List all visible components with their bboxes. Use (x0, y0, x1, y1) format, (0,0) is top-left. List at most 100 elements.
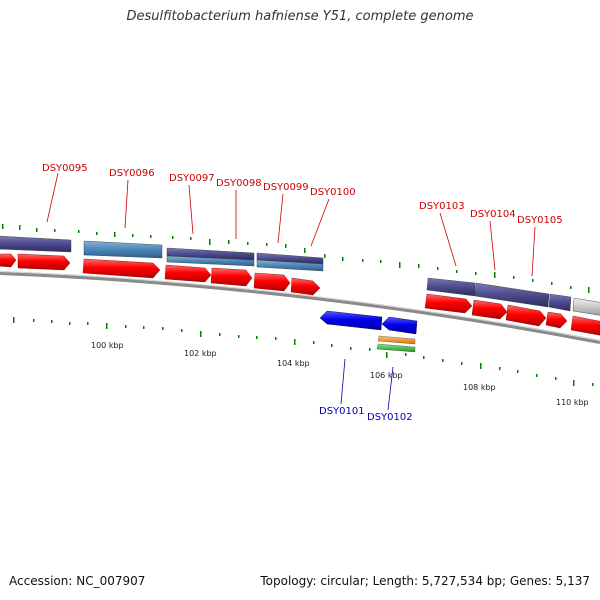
gc-tick (573, 380, 575, 386)
genome-backbone (0, 271, 600, 344)
rna-feature-orange (377, 335, 416, 345)
topology-text: Topology: circular; Length: 5,727,534 bp… (260, 574, 590, 588)
gc-tick (313, 341, 315, 344)
kbp-label: 108 kbp (463, 383, 496, 392)
kbp-label: 106 kbp (370, 371, 403, 380)
gc-tick (399, 262, 401, 268)
gc-tick (386, 352, 388, 358)
gc-tick (324, 254, 326, 258)
gc-tick (247, 242, 249, 245)
gc-tick (275, 337, 277, 340)
gc-tick (350, 347, 352, 350)
forward-gene-arrow (210, 267, 253, 287)
kbp-label: 104 kbp (277, 359, 310, 368)
gc-tick (499, 367, 501, 370)
forward-gene-track (0, 253, 600, 336)
forward-gene-arrow (82, 258, 161, 279)
map-title: Desulfitobacterium hafniense Y51, comple… (126, 9, 474, 24)
gene-label[interactable]: DSY0103 (419, 201, 465, 212)
gc-tick (150, 235, 152, 238)
label-leader (188, 184, 194, 235)
cog-bar (166, 255, 255, 267)
gene-label[interactable]: DSY0100 (310, 187, 356, 198)
kbp-label: 100 kbp (91, 341, 124, 350)
gc-tick (172, 236, 174, 239)
gene-label[interactable]: DSY0096 (109, 168, 155, 179)
gc-tick (51, 320, 53, 323)
label-leader (439, 212, 457, 267)
gene-label[interactable]: DSY0101 (319, 406, 365, 417)
gc-tick (190, 237, 192, 240)
gene-label[interactable]: DSY0097 (169, 173, 215, 184)
gc-tick (304, 248, 306, 253)
cog-bar (256, 259, 324, 272)
rna-track (376, 335, 416, 353)
gc-tick (266, 243, 268, 246)
gene-label[interactable]: DSY0104 (470, 209, 516, 220)
gc-tick (437, 267, 439, 270)
forward-gene-arrow (424, 293, 473, 314)
gene-labels-forward: DSY0095 DSY0096 DSY0097 DSY0098 DSY0099 … (42, 163, 563, 277)
gc-tick (418, 264, 420, 268)
gc-tick (132, 234, 134, 237)
gene-label[interactable]: DSY0098 (216, 178, 262, 189)
gc-tick (228, 240, 230, 244)
reverse-gene-arrow (381, 316, 418, 335)
gc-tick (19, 225, 21, 230)
cog-bar (0, 235, 72, 253)
cog-bar (474, 282, 550, 308)
label-leader (46, 172, 59, 223)
cog-bar (83, 240, 163, 259)
reverse-gene-track (319, 310, 418, 335)
gc-tick (380, 260, 382, 263)
gc-tick (106, 323, 108, 329)
gene-label[interactable]: DSY0102 (367, 412, 413, 423)
gc-tick (238, 335, 240, 338)
forward-gene-arrow (164, 264, 212, 283)
gc-tick (588, 287, 590, 293)
gc-tick (2, 224, 4, 229)
gc-tick (331, 344, 333, 347)
gene-label[interactable]: DSY0105 (517, 215, 563, 226)
gc-tick (592, 383, 594, 386)
gc-tick (555, 377, 557, 380)
gc-tick (219, 333, 221, 336)
gc-tick (54, 229, 56, 232)
forward-gene-arrow (570, 315, 600, 336)
accession-text: Accession: NC_007907 (9, 574, 146, 588)
rna-feature-green (376, 343, 416, 353)
forward-gene-arrow (290, 277, 321, 296)
label-leader (124, 179, 129, 229)
gc-tick (456, 270, 458, 273)
gc-tick (33, 319, 35, 322)
gc-tick (494, 272, 496, 278)
gc-tick (36, 228, 38, 232)
gc-tick (475, 272, 477, 275)
gene-label[interactable]: DSY0099 (263, 182, 309, 193)
gc-tick (69, 322, 71, 325)
forward-gene-arrow (505, 304, 547, 327)
kbp-scale: 100 kbp 102 kbp 104 kbp 106 kbp 108 kbp … (91, 341, 589, 407)
gc-tick (536, 374, 538, 377)
gc-tick (342, 257, 344, 261)
cog-bar (548, 293, 572, 312)
label-leader (277, 193, 284, 244)
label-leader (489, 220, 496, 271)
forward-gene-arrow (471, 299, 508, 320)
gc-tick (442, 359, 444, 362)
forward-gene-arrow (17, 253, 71, 271)
gc-tick (405, 353, 407, 356)
kbp-label: 102 kbp (184, 349, 217, 358)
gene-label[interactable]: DSY0095 (42, 163, 88, 174)
gc-tick (513, 276, 515, 279)
kbp-label: 110 kbp (556, 398, 589, 407)
cog-bar (426, 277, 476, 297)
label-leader (387, 366, 394, 411)
gc-tick (423, 356, 425, 359)
gc-tick (480, 363, 482, 369)
gc-tick (181, 329, 183, 332)
gc-tick (87, 322, 89, 325)
gc-tick (96, 232, 98, 235)
gc-tick (162, 327, 164, 330)
